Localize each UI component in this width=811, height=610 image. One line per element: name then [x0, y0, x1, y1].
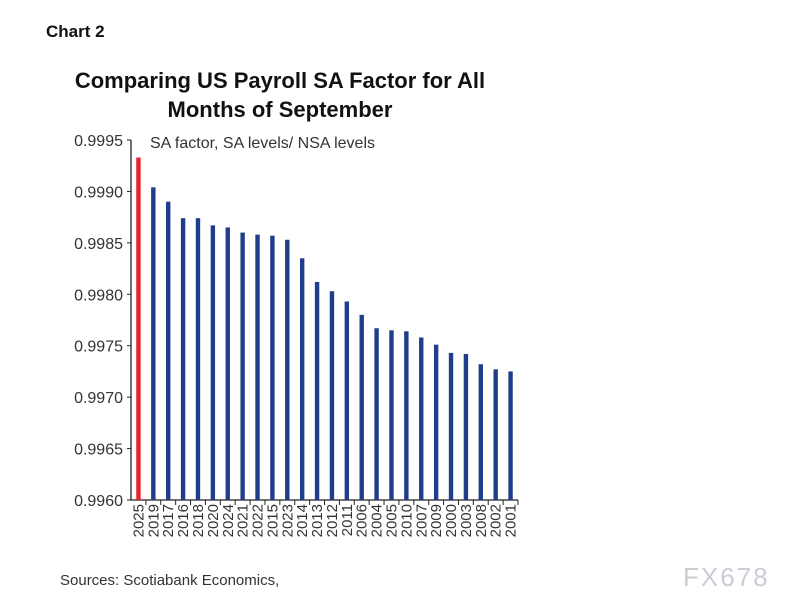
bar-2023 — [285, 239, 290, 500]
bar-2018 — [195, 218, 201, 500]
x-tick-label: 2009 — [428, 504, 445, 537]
bar-2001 — [508, 371, 513, 500]
x-tick-label: 2002 — [488, 504, 505, 537]
x-tick-label: 2010 — [398, 504, 415, 537]
bar-2025 — [136, 157, 141, 500]
bar-2004 — [374, 328, 379, 500]
x-tick-label: 2004 — [369, 504, 386, 537]
x-tick-label: 2022 — [250, 504, 267, 537]
bar-2019 — [151, 187, 156, 501]
bar-2016 — [180, 218, 186, 500]
bar-2007 — [419, 337, 424, 500]
y-tick-label: 0.9980 — [74, 287, 123, 304]
x-tick-label: 2001 — [503, 504, 520, 537]
y-tick-label: 0.9995 — [74, 133, 123, 150]
x-tick-label: 2018 — [190, 504, 207, 537]
y-tick-label: 0.9975 — [74, 339, 123, 356]
y-tick-label: 0.9990 — [74, 184, 123, 201]
bar-2011 — [344, 301, 350, 500]
x-tick-label: 2021 — [235, 504, 252, 537]
x-tick-label: 2019 — [145, 504, 162, 537]
x-tick-label: 2000 — [443, 504, 460, 537]
x-tick-label: 2023 — [279, 504, 296, 537]
bar-2012 — [329, 291, 335, 500]
x-tick-label: 2025 — [130, 504, 147, 537]
bar-2005 — [389, 330, 394, 500]
x-tick-label: 2003 — [458, 504, 475, 537]
bar-2021 — [240, 232, 245, 501]
y-tick-label: 0.9965 — [74, 442, 123, 459]
x-tick-label: 2013 — [309, 504, 326, 537]
bar-2017 — [166, 201, 171, 500]
source-note: Sources: Scotiabank Economics, — [60, 572, 280, 589]
bar-2020 — [210, 225, 216, 500]
x-tick-label: 2024 — [220, 504, 237, 537]
bar-2009 — [433, 344, 439, 500]
x-tick-label: 2011 — [339, 504, 356, 536]
x-tick-label: 2005 — [383, 504, 400, 537]
x-tick-label: 2008 — [473, 504, 490, 537]
watermark: FX678 — [683, 562, 770, 592]
bar-2002 — [493, 369, 498, 500]
bar-2006 — [359, 314, 364, 500]
x-tick-label: 2014 — [294, 504, 311, 537]
x-tick-label: 2017 — [160, 504, 177, 537]
bar-2013 — [314, 281, 320, 500]
x-tick-label: 2007 — [413, 504, 430, 537]
y-tick-label: 0.9970 — [74, 390, 123, 407]
bar-2024 — [225, 227, 230, 500]
bar-2000 — [448, 352, 454, 500]
y-tick-label: 0.9960 — [74, 493, 123, 510]
chart-subtitle: SA factor, SA levels/ NSA levels — [150, 135, 375, 152]
y-tick-label: 0.9985 — [74, 236, 123, 253]
x-tick-label: 2016 — [175, 504, 192, 537]
chart-title: Comparing US Payroll SA Factor for All M… — [74, 68, 486, 122]
bar-2003 — [463, 353, 469, 500]
chart-label: Chart 2 — [46, 22, 105, 41]
bar-2015 — [270, 235, 275, 500]
bar-2010 — [404, 331, 409, 500]
x-tick-label: 2012 — [324, 504, 341, 537]
bar-2022 — [255, 234, 260, 500]
x-tick-label: 2015 — [264, 504, 281, 537]
bar-2014 — [299, 258, 305, 500]
x-tick-label: 2020 — [205, 504, 222, 537]
x-tick-label: 2006 — [354, 504, 371, 537]
bar-2008 — [478, 364, 483, 500]
